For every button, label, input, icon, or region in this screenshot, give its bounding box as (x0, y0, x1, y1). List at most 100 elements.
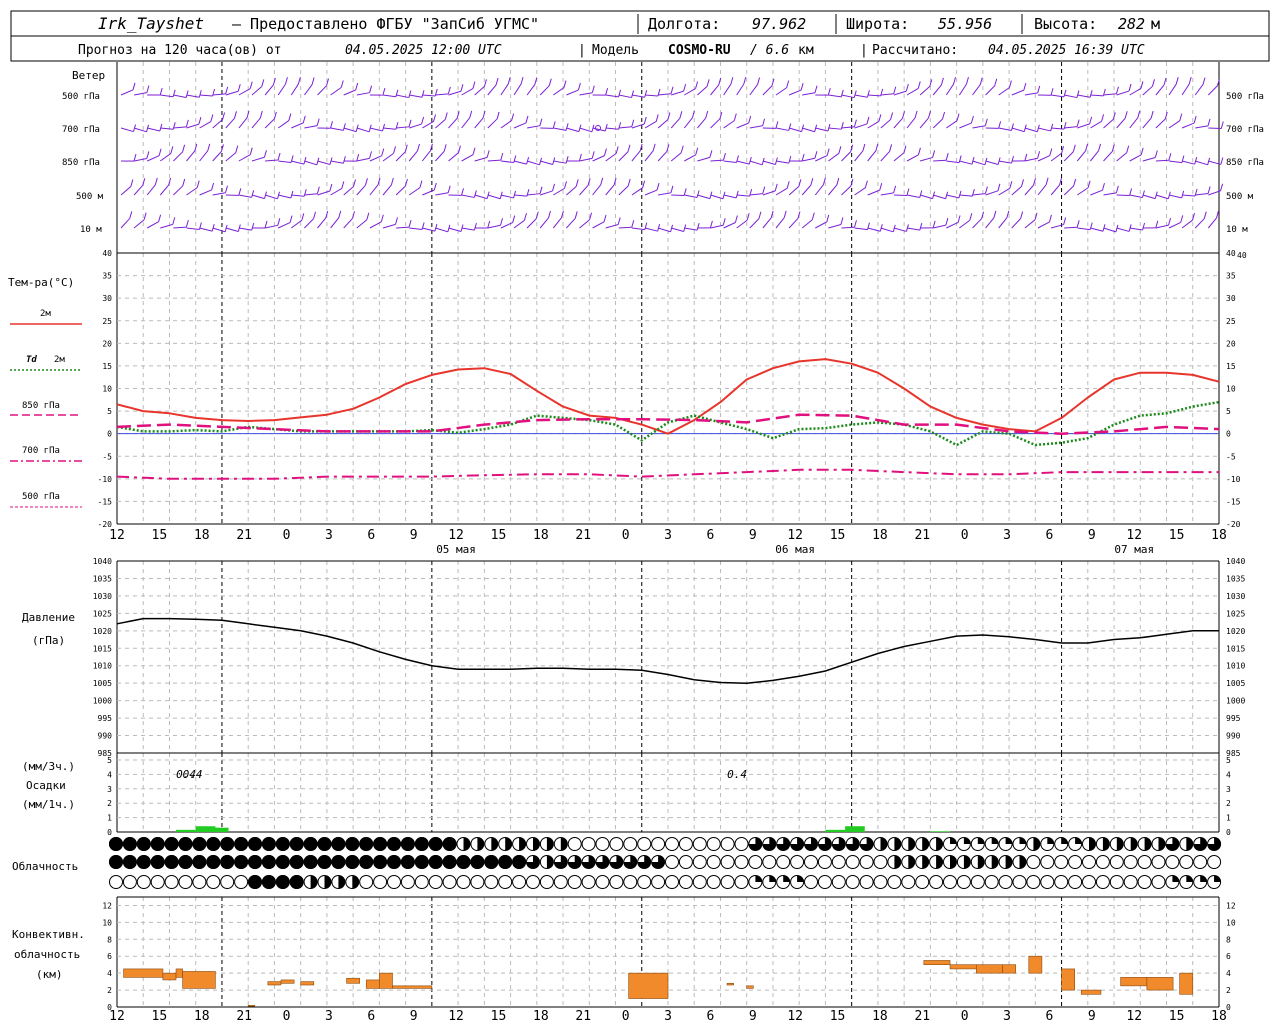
wind-barb-feather (1150, 110, 1154, 119)
wind-barb (919, 156, 933, 162)
series-t700 (116, 468, 1219, 480)
cloud-fill (136, 837, 151, 851)
wind-barb (448, 90, 462, 96)
wind-barb-feather (159, 87, 163, 96)
wind-barb (1063, 151, 1074, 162)
wind-barb-feather (408, 220, 412, 228)
wind-barb (1050, 184, 1060, 196)
cloud-fill (1165, 837, 1179, 851)
wind-barb (1142, 85, 1153, 96)
wind-barb (1090, 227, 1104, 232)
wind-barb (317, 85, 327, 96)
wind-barb-feather (589, 212, 593, 220)
wind-barb (526, 160, 540, 166)
pressure-tick-left: 995 (98, 714, 113, 723)
wind-barb (146, 184, 156, 196)
wind-barb (225, 117, 235, 129)
wind-barb (1064, 226, 1078, 229)
wind-barb-feather (408, 119, 412, 127)
wind-barb-feather (429, 143, 433, 151)
wind-barb (1116, 90, 1130, 96)
cloud-symbol (720, 875, 735, 889)
wind-barb (946, 120, 958, 129)
wind-barb (801, 219, 813, 229)
wind-barb (1155, 159, 1169, 162)
legend-label-500: 500 гПа (22, 492, 60, 502)
cloud-fill (234, 855, 249, 869)
hour-tick-label: 9 (749, 1009, 757, 1024)
cloud-fill (1047, 837, 1054, 844)
wind-barb-feather (526, 156, 530, 165)
cloud-fill (414, 855, 429, 869)
cloud-fill (324, 875, 332, 889)
wind-barb (382, 184, 392, 196)
wind-barb-feather (182, 178, 186, 187)
cloud-fill (477, 837, 484, 851)
wind-barb (264, 84, 274, 96)
wind-barb-feather (211, 182, 215, 191)
wind-barb-feather (1045, 177, 1049, 185)
wind-barb (474, 86, 485, 96)
wind-barb (343, 218, 353, 229)
temp-tick-left: -5 (102, 452, 112, 461)
wind-barb (618, 226, 632, 229)
wind-barb (1037, 155, 1051, 162)
cloud-fill (505, 837, 512, 851)
wind-barb-feather (914, 110, 918, 118)
precip-value-label: 0.4 (727, 768, 747, 781)
wind-barb (1129, 88, 1142, 96)
wind-barb-feather (297, 76, 301, 85)
wind-barb (867, 189, 880, 196)
hour-tick-label: 21 (236, 528, 252, 543)
wind-barb (291, 122, 304, 129)
wind-barb-feather (652, 143, 656, 151)
wind-barb (277, 222, 291, 229)
wind-barb (618, 151, 629, 162)
wind-barb-feather (786, 80, 790, 88)
wind-barb-feather (303, 156, 307, 165)
cloud-symbol (220, 875, 235, 889)
wind-barb-feather (325, 210, 329, 219)
hour-tick-label: 21 (575, 528, 591, 543)
wind-barb (1024, 127, 1038, 133)
wind-barb-feather (458, 145, 461, 153)
cloud-symbol (484, 875, 499, 889)
wind-barb (435, 192, 449, 196)
wind-barb-feather (993, 210, 997, 219)
wind-barb-feather (797, 211, 801, 219)
cloud-symbol (901, 875, 916, 889)
cloud-fill (275, 837, 290, 851)
cloud-fill (442, 837, 457, 851)
wind-barb-feather (853, 90, 857, 98)
wind-barb-feather (643, 116, 647, 125)
hour-tick-label: 3 (664, 1009, 672, 1024)
wind-barb-feather (342, 156, 346, 164)
cloud-fill (977, 855, 985, 869)
cloud-fill (491, 837, 498, 851)
computed-time: 04.05.2025 16:39 UTC (988, 43, 1145, 58)
cloud-symbol (428, 875, 443, 889)
wind-barb-feather (853, 220, 857, 228)
wind-barb (1024, 92, 1038, 96)
wind-barb-feather (695, 81, 699, 89)
wind-barb-feather (889, 144, 893, 152)
wind-barb (173, 94, 187, 99)
cloud-symbol (692, 875, 707, 889)
wind-barb (749, 125, 763, 129)
wind-barb-feather (1061, 146, 1065, 154)
wind-barb-feather (356, 153, 360, 162)
cloud-symbol (1082, 875, 1096, 889)
wind-barb-feather (655, 114, 659, 122)
wind-barb-feather (421, 90, 425, 98)
wind-barb (527, 193, 541, 196)
wind-barb (946, 160, 960, 164)
wind-barb-feather (957, 215, 961, 223)
wind-barb-feather (814, 85, 818, 93)
wind-barb (225, 227, 239, 232)
wind-barb (788, 89, 802, 96)
wind-barb (461, 117, 471, 129)
wind-barb (461, 88, 474, 96)
wind-barb (736, 160, 750, 165)
wind-barb (448, 227, 462, 232)
wind-barb (1181, 219, 1193, 229)
